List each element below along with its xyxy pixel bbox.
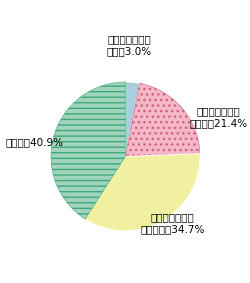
Text: テレワーク導入
準可能群、34.7%: テレワーク導入 準可能群、34.7%: [140, 212, 204, 234]
Wedge shape: [125, 83, 199, 156]
Wedge shape: [85, 154, 199, 231]
Wedge shape: [51, 82, 125, 219]
Text: テレワーク導入
済み、3.0%: テレワーク導入 済み、3.0%: [106, 34, 152, 56]
Wedge shape: [125, 82, 139, 156]
Text: その他、40.9%: その他、40.9%: [6, 137, 64, 147]
Text: テレワーク導入
可能群、21.4%: テレワーク導入 可能群、21.4%: [189, 107, 247, 128]
